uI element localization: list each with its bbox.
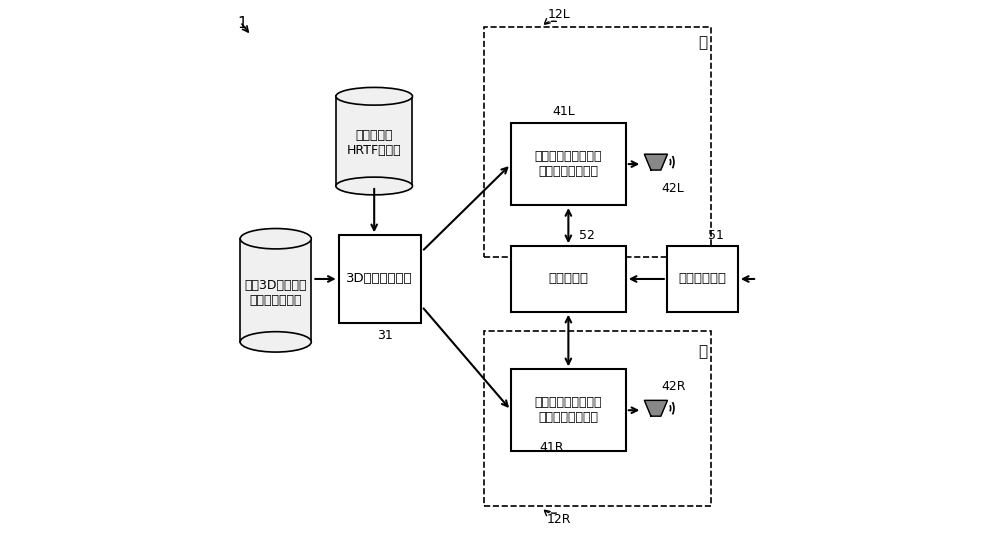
Ellipse shape — [240, 331, 311, 352]
Text: 52: 52 — [579, 229, 595, 242]
Text: 右: 右 — [698, 345, 707, 359]
Polygon shape — [644, 400, 667, 416]
Bar — [484, 331, 711, 506]
Text: 42L: 42L — [661, 182, 684, 195]
Ellipse shape — [336, 177, 412, 195]
Text: 31: 31 — [377, 329, 393, 342]
Bar — [484, 27, 711, 257]
Text: 左: 左 — [698, 36, 707, 50]
Text: 51: 51 — [708, 229, 724, 242]
Text: 42R: 42R — [661, 380, 686, 393]
Ellipse shape — [336, 88, 412, 105]
Ellipse shape — [240, 229, 311, 249]
Text: 1: 1 — [237, 16, 247, 31]
Text: 用于具有听力损失的
人的信号处理单元: 用于具有听力损失的 人的信号处理单元 — [535, 396, 602, 424]
Bar — [667, 246, 738, 312]
Bar — [339, 235, 421, 323]
Text: 41L: 41L — [552, 104, 575, 118]
Bar — [511, 246, 626, 312]
Text: 具有3D元数据的
内容的声源数据: 具有3D元数据的 内容的声源数据 — [244, 278, 307, 306]
Text: 12L: 12L — [548, 8, 570, 21]
Text: 3D渲染处理单元: 3D渲染处理单元 — [346, 272, 413, 286]
Bar — [336, 96, 412, 186]
Text: 12R: 12R — [547, 513, 571, 526]
Bar — [240, 238, 311, 342]
Text: 41R: 41R — [540, 441, 564, 454]
Polygon shape — [644, 154, 667, 170]
Text: 单独优化的
HRTF数据集: 单独优化的 HRTF数据集 — [347, 129, 402, 157]
Text: 用于具有听力损失的
人的信号处理单元: 用于具有听力损失的 人的信号处理单元 — [535, 150, 602, 178]
Text: 用户接口单元: 用户接口单元 — [678, 272, 726, 286]
Text: 参数控制器: 参数控制器 — [548, 272, 588, 286]
Bar — [511, 123, 626, 205]
Bar — [511, 369, 626, 451]
